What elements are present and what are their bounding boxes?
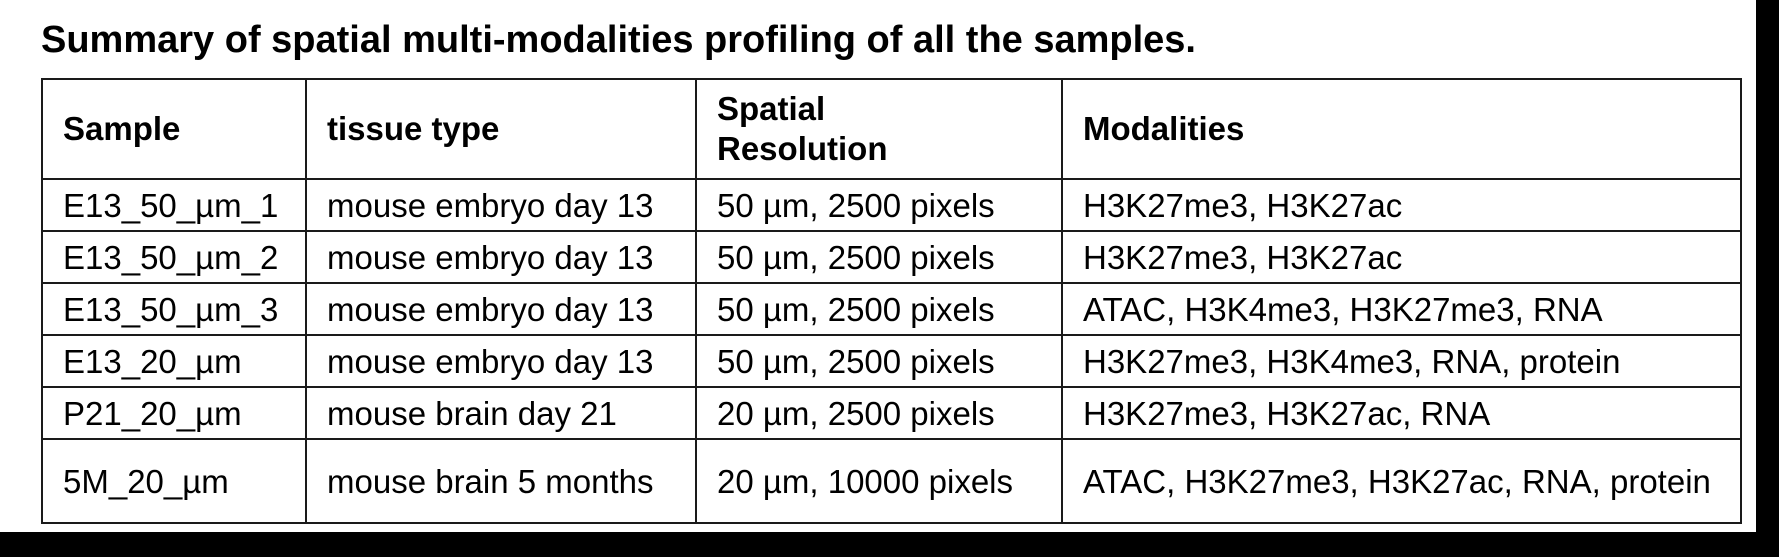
cell-sample: E13_50_µm_3 <box>41 282 307 336</box>
cell-tissue-type: mouse embryo day 13 <box>305 230 697 284</box>
table-row: E13_50_µm_2 mouse embryo day 13 50 µm, 2… <box>41 230 1742 284</box>
cell-tissue-type: mouse embryo day 13 <box>305 178 697 232</box>
samples-summary-table: Sample tissue type Spatial Resolution Mo… <box>41 78 1742 524</box>
cell-modalities: H3K27me3, H3K27ac <box>1061 230 1742 284</box>
table-row: 5M_20_µm mouse brain 5 months 20 µm, 100… <box>41 438 1742 524</box>
cell-tissue-type: mouse brain day 21 <box>305 386 697 440</box>
header-spatial-resolution-line2: Resolution <box>717 130 888 167</box>
cell-tissue-type: mouse embryo day 13 <box>305 282 697 336</box>
table-row: E13_50_µm_3 mouse embryo day 13 50 µm, 2… <box>41 282 1742 336</box>
cell-sample: 5M_20_µm <box>41 438 307 524</box>
header-tissue-type: tissue type <box>305 78 697 180</box>
cell-sample: E13_50_µm_1 <box>41 178 307 232</box>
cell-modalities: H3K27me3, H3K27ac, RNA <box>1061 386 1742 440</box>
header-spatial-resolution-line1: Spatial <box>717 90 826 127</box>
cell-spatial-resolution: 50 µm, 2500 pixels <box>695 282 1063 336</box>
header-spatial-resolution: Spatial Resolution <box>695 78 1063 180</box>
cell-spatial-resolution: 20 µm, 2500 pixels <box>695 386 1063 440</box>
table-row: E13_20_µm mouse embryo day 13 50 µm, 250… <box>41 334 1742 388</box>
table-caption: Summary of spatial multi-modalities prof… <box>41 19 1196 61</box>
cell-modalities: ATAC, H3K4me3, H3K27me3, RNA <box>1061 282 1742 336</box>
header-modalities: Modalities <box>1061 78 1742 180</box>
table-row: E13_50_µm_1 mouse embryo day 13 50 µm, 2… <box>41 178 1742 232</box>
document-sheet: Summary of spatial multi-modalities prof… <box>0 0 1756 532</box>
header-sample: Sample <box>41 78 307 180</box>
cell-spatial-resolution: 20 µm, 10000 pixels <box>695 438 1063 524</box>
cell-spatial-resolution: 50 µm, 2500 pixels <box>695 230 1063 284</box>
cell-spatial-resolution: 50 µm, 2500 pixels <box>695 178 1063 232</box>
cell-sample: E13_50_µm_2 <box>41 230 307 284</box>
cell-tissue-type: mouse brain 5 months <box>305 438 697 524</box>
cell-sample: E13_20_µm <box>41 334 307 388</box>
cell-modalities: H3K27me3, H3K4me3, RNA, protein <box>1061 334 1742 388</box>
cell-modalities: ATAC, H3K27me3, H3K27ac, RNA, protein <box>1061 438 1742 524</box>
table-header-row: Sample tissue type Spatial Resolution Mo… <box>41 78 1742 180</box>
table-row: P21_20_µm mouse brain day 21 20 µm, 2500… <box>41 386 1742 440</box>
cell-tissue-type: mouse embryo day 13 <box>305 334 697 388</box>
cell-spatial-resolution: 50 µm, 2500 pixels <box>695 334 1063 388</box>
cell-sample: P21_20_µm <box>41 386 307 440</box>
cell-modalities: H3K27me3, H3K27ac <box>1061 178 1742 232</box>
